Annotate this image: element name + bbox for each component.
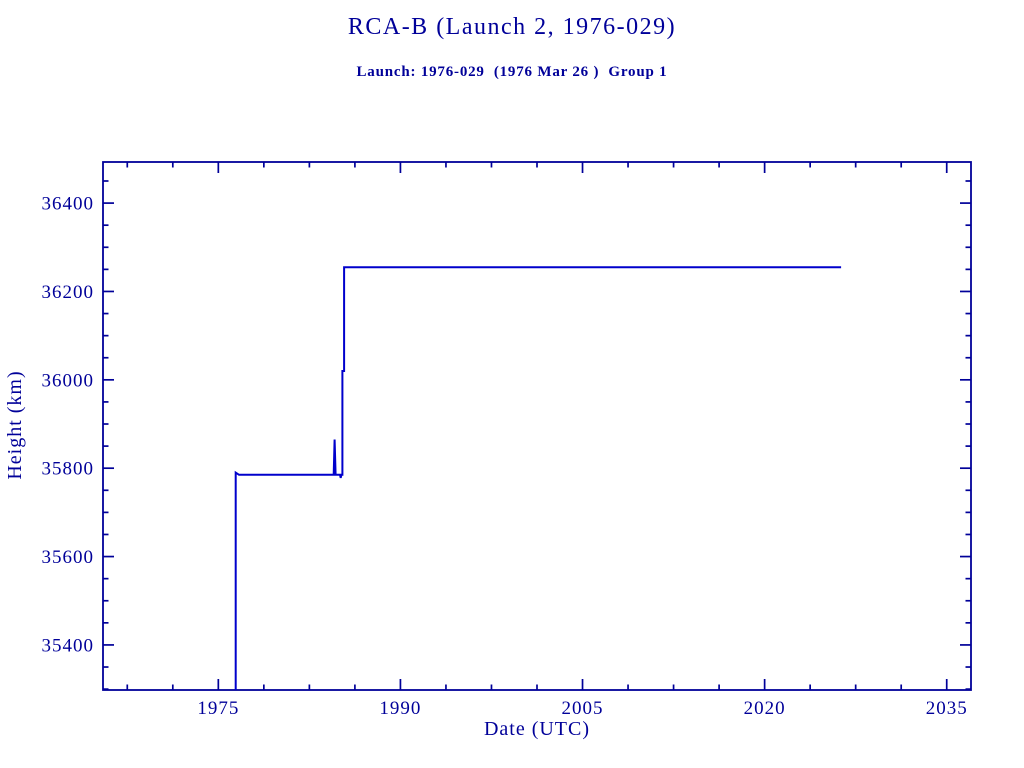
y-tick-label: 35400 <box>42 635 95 656</box>
y-tick-label: 36000 <box>42 370 95 391</box>
height-series-line <box>234 266 842 690</box>
x-tick-label: 1975 <box>197 698 239 719</box>
x-tick-label: 2035 <box>926 698 968 719</box>
chart-subtitle: Launch: 1976-029 (1976 Mar 26 ) Group 1 <box>356 64 668 80</box>
x-axis-label: Date (UTC) <box>483 718 591 740</box>
plot-border <box>102 161 972 691</box>
x-tick-label: 2020 <box>744 698 786 719</box>
x-tick-label: 2005 <box>562 698 604 719</box>
x-tick-label: 1990 <box>379 698 421 719</box>
chart-title: RCA-B (Launch 2, 1976-029) <box>347 14 677 40</box>
y-tick-label: 36200 <box>42 282 95 303</box>
y-tick-label: 35800 <box>42 459 95 480</box>
y-tick-label: 36400 <box>42 194 95 215</box>
y-tick-label: 35600 <box>42 547 95 568</box>
